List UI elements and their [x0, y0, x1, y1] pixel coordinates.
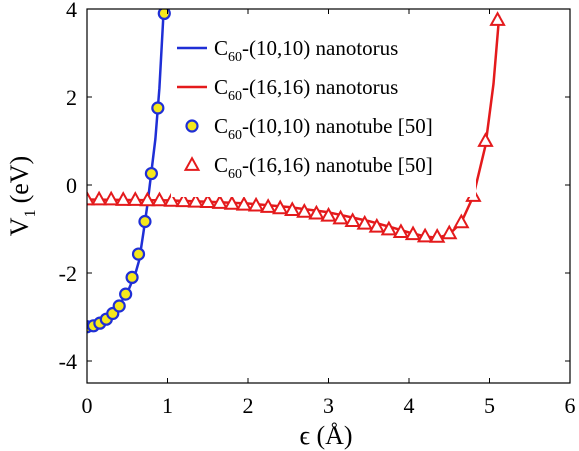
data-point-triangle [356, 214, 373, 230]
y-tick-label: 4 [66, 0, 77, 22]
y-axis-label: V1 (eV) [5, 156, 39, 236]
legend-swatch-circle [185, 119, 199, 133]
data-point-triangle [139, 191, 156, 207]
data-point-triangle [87, 190, 96, 206]
legend-label: C60-(16,16) nanotube [50] [214, 153, 433, 182]
y-tick-label: -2 [59, 261, 77, 286]
y-axis: -4 -2 0 2 4 [59, 0, 570, 374]
legend: C60-(10,10) nanotorus C60-(16,16) nanotor… [171, 25, 476, 197]
data-point-triangle [259, 198, 277, 213]
data-point-triangle [392, 223, 410, 238]
y-axis-label-main: V [5, 217, 34, 236]
data-point-triangle [90, 190, 108, 206]
x-tick-label: 3 [323, 393, 334, 418]
data-point-triangle [151, 191, 168, 207]
data-point-triangle [127, 191, 144, 206]
x-tick-label: 6 [565, 393, 576, 418]
legend-label: C60-(10,10) nanotube [50] [214, 114, 433, 143]
data-point-circle [144, 166, 158, 181]
x-tick-label: 5 [484, 393, 495, 418]
data-point-triangle [235, 195, 253, 211]
x-tick-label: 0 [82, 393, 93, 418]
data-point-circle [125, 270, 139, 284]
y-axis-label-unit: (eV) [5, 156, 34, 204]
data-point-triangle [211, 194, 229, 209]
x-tick-label: 4 [404, 393, 415, 418]
x-axis-label: ϵ (Å) [299, 421, 352, 450]
x-axis: 0 1 2 3 4 5 6 [82, 9, 576, 418]
legend-entry-3: C60-(16,16) nanotube [50] [183, 153, 433, 182]
data-point-triangle [284, 201, 301, 216]
data-point-circle [151, 101, 165, 115]
data-point-triangle [453, 213, 470, 229]
y-axis-label-subscript: 1 [22, 209, 39, 217]
legend-swatch-triangle [183, 156, 201, 171]
data-point-triangle [428, 228, 446, 243]
data-point-triangle [163, 191, 180, 207]
legend-label: C60-(16,16) nanotorus [214, 75, 398, 104]
x-tick-label: 2 [243, 393, 254, 418]
y-tick-label: -4 [59, 349, 77, 374]
x-tick-label: 1 [162, 393, 173, 418]
data-point-triangle [247, 196, 265, 212]
legend-entry-2: C60-(10,10) nanotube [50] [185, 114, 433, 143]
data-point-triangle [380, 220, 398, 236]
data-point-triangle [441, 224, 458, 240]
data-point-triangle [404, 225, 422, 241]
data-point-triangle [199, 193, 216, 209]
data-point-triangle [296, 202, 313, 218]
data-point-triangle [320, 206, 337, 222]
legend-entry-0: C60-(10,10) nanotorus [177, 36, 398, 65]
data-point-triangle [308, 204, 325, 220]
data-point-triangle [175, 192, 192, 208]
data-point-triangle [489, 11, 506, 26]
legend-entry-1: C60-(16,16) nanotorus [177, 75, 398, 104]
data-point-triangle [416, 227, 434, 243]
data-point-triangle [223, 195, 241, 210]
data-point-triangle [332, 209, 349, 225]
data-point-triangle [115, 191, 132, 206]
legend-label: C60-(10,10) nanotorus [214, 36, 398, 65]
data-point-circle [119, 287, 133, 301]
data-point-triangle [102, 190, 120, 206]
data-point-circle [112, 299, 126, 313]
y-tick-label: 0 [66, 173, 77, 198]
legend-box [171, 25, 476, 197]
data-point-triangle [187, 192, 204, 208]
data-point-triangle [477, 132, 494, 147]
data-point-triangle [272, 199, 289, 215]
data-point-triangle [344, 212, 361, 227]
data-point-triangle [368, 217, 385, 233]
data-point-circle [138, 214, 152, 229]
y-tick-label: 2 [66, 85, 77, 110]
data-point-circle [131, 247, 146, 261]
